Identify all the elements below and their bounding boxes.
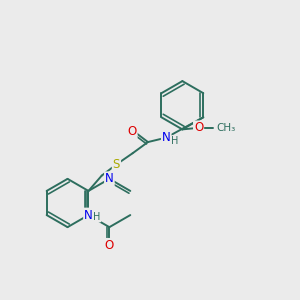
Text: H: H	[171, 136, 178, 146]
Text: S: S	[113, 158, 120, 171]
Text: O: O	[105, 239, 114, 252]
Text: H: H	[93, 212, 100, 221]
Text: N: N	[162, 131, 171, 144]
Text: CH₃: CH₃	[217, 123, 236, 133]
Text: N: N	[84, 208, 93, 222]
Text: O: O	[194, 122, 203, 134]
Text: N: N	[105, 172, 114, 185]
Text: O: O	[128, 125, 137, 138]
